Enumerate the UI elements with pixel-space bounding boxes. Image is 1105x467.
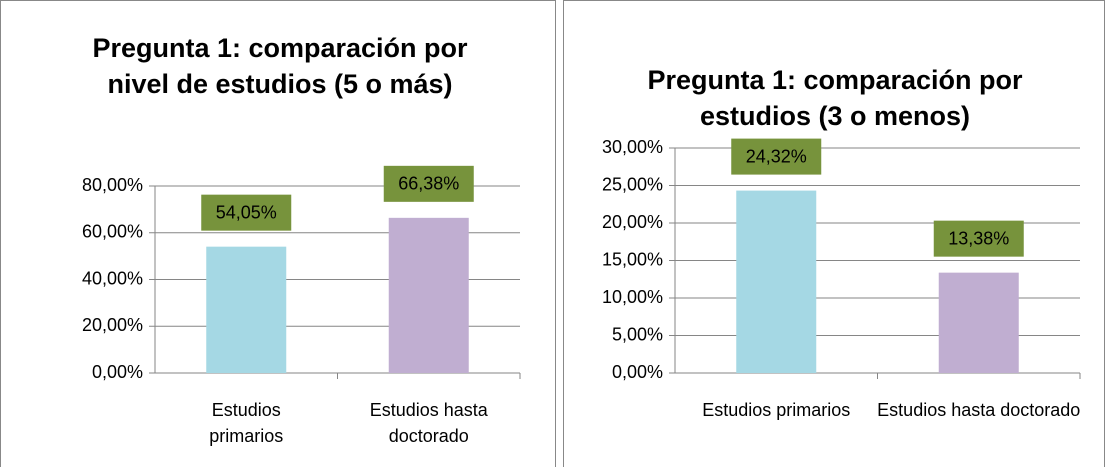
y-tick-label: 80,00%	[82, 175, 143, 195]
data-label-box	[731, 138, 822, 175]
y-tick-label: 15,00%	[602, 249, 663, 269]
data-label-box	[933, 220, 1024, 257]
y-tick-label: 25,00%	[602, 174, 663, 194]
chart-title: Pregunta 1: comparación por nivel de est…	[92, 33, 468, 99]
y-tick-label: 10,00%	[602, 287, 663, 307]
x-tick-label: Estudios primarios	[209, 400, 284, 446]
y-tick-label: 0,00%	[612, 362, 663, 382]
data-label-box	[201, 194, 292, 231]
data-label-box	[383, 165, 474, 202]
x-tick-label: Estudios hasta doctorado	[877, 400, 1081, 420]
y-tick-label: 5,00%	[612, 324, 663, 344]
bar	[938, 272, 1019, 373]
data-label: 66,38%	[398, 174, 459, 194]
y-tick-label: 20,00%	[602, 212, 663, 232]
data-label: 54,05%	[216, 202, 277, 222]
chart-panel	[0, 0, 556, 467]
bar	[388, 217, 469, 373]
y-tick-label: 40,00%	[82, 268, 143, 288]
y-tick-label: 60,00%	[82, 222, 143, 242]
y-tick-label: 0,00%	[92, 362, 143, 382]
y-tick-label: 20,00%	[82, 315, 143, 335]
data-label: 24,32%	[746, 146, 807, 166]
chart-title: Pregunta 1: comparación por estudios (3 …	[647, 65, 1023, 131]
x-tick-label: Estudios hasta doctorado	[369, 400, 488, 446]
data-label: 13,38%	[948, 228, 1009, 248]
bar	[206, 246, 287, 373]
bar	[736, 190, 817, 373]
y-tick-label: 30,00%	[602, 137, 663, 157]
x-tick-label: Estudios primarios	[702, 400, 851, 420]
